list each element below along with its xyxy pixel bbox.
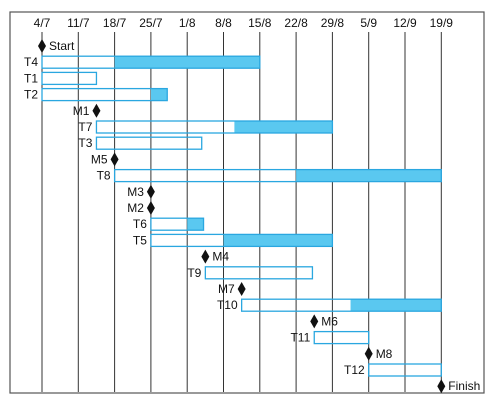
milestone-diamond: [237, 282, 246, 296]
task-bar-fill: [114, 56, 260, 69]
milestone-diamond: [437, 379, 446, 394]
date-tick-label: 1/8: [179, 16, 196, 30]
date-tick-label: 22/8: [284, 16, 308, 30]
milestone-diamond: [364, 346, 373, 361]
milestone-label: M3: [127, 185, 144, 199]
task-bar: [95, 120, 334, 134]
task-bar: [41, 87, 168, 102]
milestone-diamond: [146, 201, 155, 215]
task-label: T1: [24, 71, 38, 85]
task-label: T6: [133, 217, 147, 231]
date-tick-label: 18/7: [103, 16, 127, 30]
date-tick-label: 8/8: [215, 16, 232, 30]
task-bar: [313, 330, 370, 345]
date-tick-label: 5/9: [360, 16, 377, 30]
date-tick-label: 19/9: [430, 16, 454, 30]
milestone-label: M1: [73, 104, 90, 118]
date-tick-label: 4/7: [34, 16, 51, 30]
milestone-diamond: [38, 39, 46, 53]
task-bar-fill: [350, 299, 442, 312]
milestone-label: Finish: [448, 379, 480, 393]
date-tick-label: 15/8: [248, 16, 272, 30]
milestone-diamond: [201, 249, 210, 264]
task-label: T11: [290, 331, 310, 345]
task-bar: [95, 136, 203, 150]
task-bar-fill: [187, 218, 204, 231]
milestone-diamond: [146, 184, 155, 199]
date-tick-label: 11/7: [67, 16, 90, 30]
task-label: T10: [217, 298, 238, 312]
milestone-label: M5: [91, 152, 108, 166]
task-bar: [150, 217, 205, 231]
task-bar: [240, 298, 442, 312]
task-bar: [41, 55, 261, 69]
milestone-label: Start: [49, 39, 75, 53]
task-bar-fill: [234, 121, 333, 133]
task-label: T3: [78, 136, 92, 150]
chart-frame: [9, 11, 485, 394]
task-bar-fill: [150, 88, 168, 101]
milestone-diamond: [110, 152, 119, 167]
milestone-label: M6: [321, 314, 338, 328]
milestone-diamond: [92, 103, 101, 118]
task-bar: [204, 266, 314, 280]
task-label: T4: [24, 55, 38, 69]
date-tick-label: 25/7: [139, 16, 163, 30]
date-tick-label: 12/9: [393, 16, 417, 30]
task-bar: [150, 233, 334, 248]
task-bar: [368, 363, 442, 377]
task-label: T12: [344, 363, 365, 377]
task-bar: [41, 71, 98, 86]
milestone-label: M8: [376, 347, 393, 361]
milestone-diamond: [310, 314, 319, 329]
task-label: T7: [78, 120, 92, 134]
date-tick-label: 29/8: [321, 16, 345, 30]
milestone-label: M4: [212, 250, 229, 264]
milestone-label: M2: [127, 201, 144, 215]
task-label: T2: [24, 88, 38, 102]
task-label: T9: [187, 266, 201, 280]
task-bar-fill: [223, 234, 333, 247]
task-bar: [113, 168, 442, 183]
milestone-label: M7: [218, 282, 235, 296]
task-bar-fill: [296, 169, 442, 182]
task-label: T5: [133, 233, 147, 247]
task-label: T8: [97, 169, 111, 183]
